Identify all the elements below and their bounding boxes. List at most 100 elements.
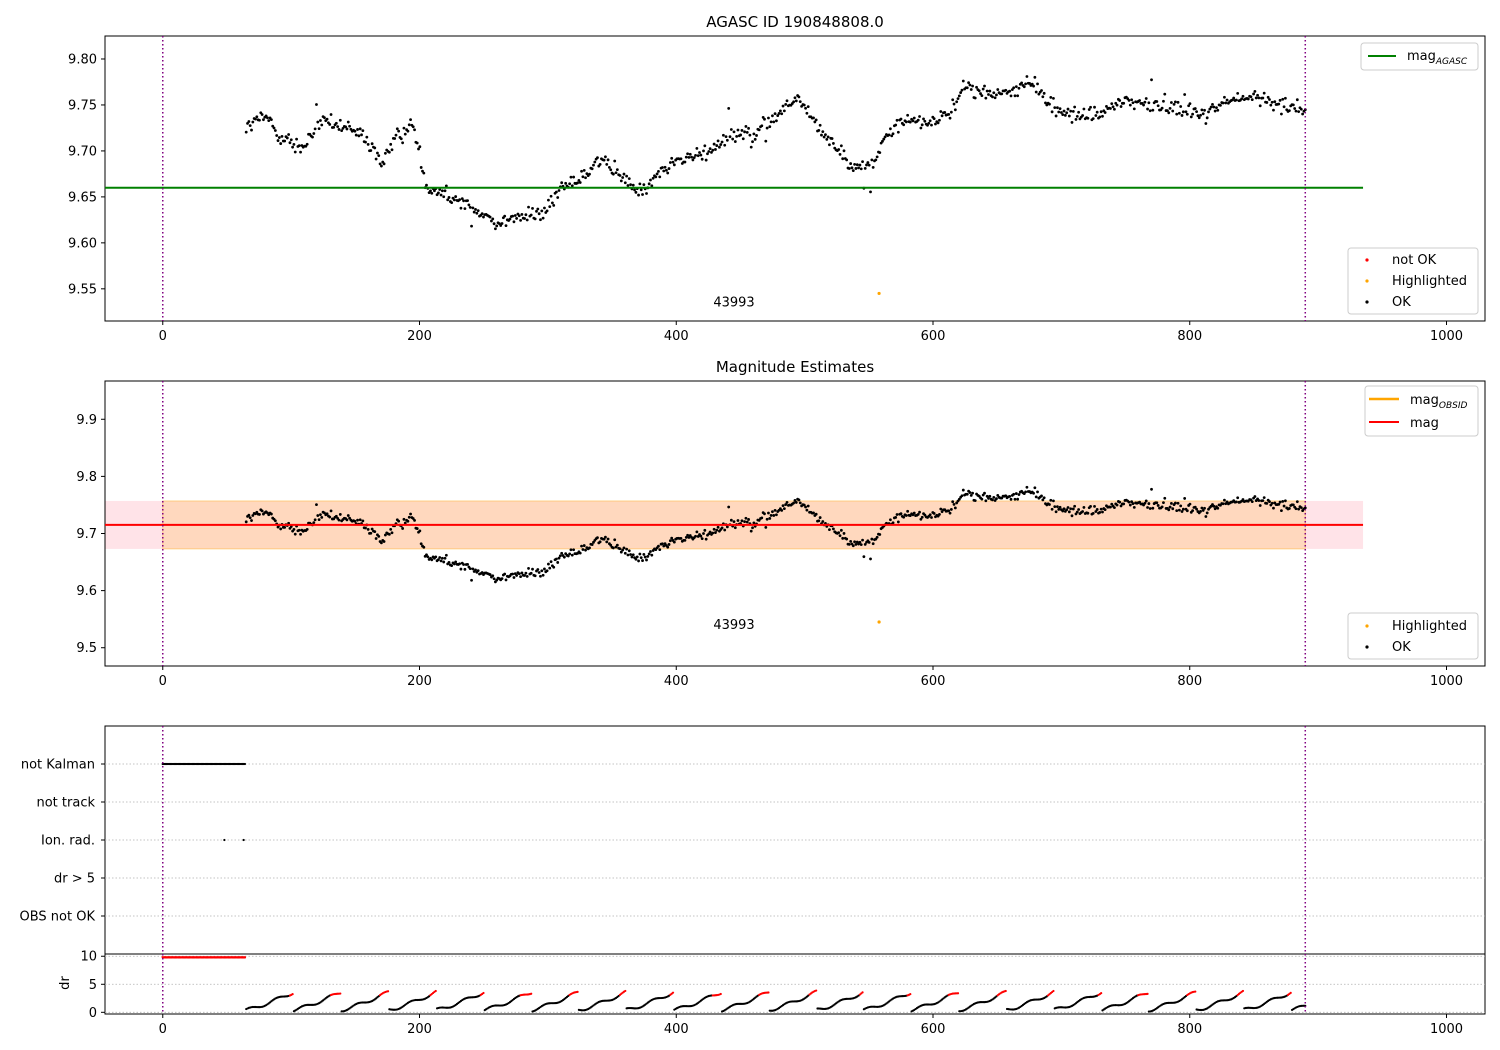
data-point-ok bbox=[474, 568, 477, 572]
data-point-ok bbox=[686, 152, 689, 156]
data-point-ok bbox=[699, 534, 703, 538]
data-point-ok bbox=[1077, 508, 1081, 511]
data-point-ok bbox=[940, 114, 944, 118]
data-point-ok bbox=[714, 148, 717, 151]
data-point-ok bbox=[317, 127, 321, 131]
data-point-ok bbox=[361, 129, 365, 133]
data-point-ok bbox=[1266, 95, 1270, 99]
data-point-ok bbox=[1033, 75, 1037, 79]
data-point-ok bbox=[828, 143, 831, 147]
data-point-ok bbox=[855, 540, 859, 544]
data-point-ok bbox=[887, 133, 891, 137]
data-point-ok bbox=[535, 209, 538, 213]
data-point-ok bbox=[1073, 105, 1077, 109]
data-point-ok bbox=[1113, 107, 1116, 111]
data-point-ok bbox=[409, 118, 412, 121]
data-point-ok bbox=[269, 512, 273, 516]
data-point-ok bbox=[916, 118, 920, 122]
data-point-ok bbox=[728, 135, 732, 139]
data-point-ok bbox=[1049, 498, 1053, 502]
data-point-ok bbox=[841, 536, 845, 540]
data-point-ok bbox=[919, 126, 923, 130]
panel-agasc-x-axis: 0 200 400 600 800 1000 bbox=[159, 321, 1463, 344]
data-point-ok bbox=[772, 514, 776, 517]
data-point-ok bbox=[874, 158, 878, 162]
data-point-ok bbox=[988, 494, 992, 498]
dr-point-not-ok bbox=[624, 989, 627, 993]
data-point-ok bbox=[830, 137, 834, 140]
data-point-ok bbox=[562, 555, 566, 559]
data-point-ok bbox=[527, 205, 530, 209]
data-point-ok bbox=[1094, 510, 1098, 513]
data-point-ok bbox=[1203, 108, 1206, 112]
data-point-ok bbox=[267, 119, 271, 123]
data-point-ok bbox=[965, 492, 969, 496]
data-point-ok bbox=[459, 206, 463, 210]
data-point-ok bbox=[1054, 114, 1058, 118]
flag-row-label: OBS not OK bbox=[20, 910, 96, 925]
data-point-ok bbox=[439, 193, 443, 197]
panel-agasc: AGASC ID 190848808.0 9.55 9.60 9.65 9.70 9.7… bbox=[68, 13, 1486, 344]
data-point-ok bbox=[794, 501, 798, 504]
data-point-ok bbox=[1032, 491, 1035, 495]
data-point-ok bbox=[1103, 508, 1107, 512]
data-point-ok bbox=[316, 120, 320, 124]
data-point-ok bbox=[1195, 110, 1198, 114]
data-point-ok bbox=[891, 132, 895, 136]
data-point-ok bbox=[968, 83, 972, 87]
data-point-ok bbox=[1040, 89, 1043, 92]
data-point-ok bbox=[387, 150, 391, 154]
data-point-ok bbox=[724, 135, 728, 139]
dr-point-not-ok bbox=[530, 992, 533, 995]
data-point-ok bbox=[895, 118, 899, 122]
data-point-ok bbox=[1216, 108, 1220, 112]
data-point-ok bbox=[1156, 104, 1160, 108]
data-point-ok bbox=[938, 118, 941, 122]
data-point-ok bbox=[686, 533, 689, 537]
data-point-ok bbox=[988, 89, 992, 93]
data-point-ok bbox=[338, 118, 342, 122]
data-point-ok bbox=[747, 518, 750, 521]
data-point-ok bbox=[494, 227, 497, 231]
data-point-ok bbox=[1197, 116, 1201, 120]
data-point-ok bbox=[254, 117, 257, 121]
data-point-ok bbox=[394, 133, 398, 137]
panel-dr-x-axis: 0 200 400 600 800 1000 bbox=[159, 1014, 1463, 1037]
data-point-ok bbox=[602, 537, 606, 541]
data-point-ok bbox=[1162, 99, 1165, 103]
data-point-ok bbox=[953, 108, 957, 112]
data-point-ok bbox=[440, 189, 444, 193]
panel-flags: not Kalman not track Ion. rad. dr > 5 OBS no… bbox=[20, 725, 1486, 955]
dr-points bbox=[161, 956, 1307, 1013]
data-point-ok bbox=[319, 119, 322, 122]
data-point-ok bbox=[1209, 105, 1213, 109]
data-point-ok bbox=[613, 538, 617, 542]
data-point-ok bbox=[785, 99, 789, 103]
panel-magnitude-y-axis: 9.5 9.6 9.7 9.8 9.9 bbox=[76, 413, 105, 656]
data-point-ok bbox=[751, 526, 754, 530]
data-point-ok bbox=[515, 574, 519, 577]
data-point-ok bbox=[1048, 503, 1051, 506]
data-point-ok bbox=[971, 491, 974, 495]
data-point-ok bbox=[382, 540, 386, 543]
data-point-ok bbox=[1273, 100, 1277, 104]
data-point-ok bbox=[854, 542, 858, 546]
data-point-ok bbox=[1095, 508, 1099, 511]
data-point-ok bbox=[476, 209, 480, 213]
data-point-ok bbox=[776, 114, 780, 117]
data-point-ok bbox=[961, 488, 965, 492]
data-point-ok bbox=[623, 551, 627, 555]
data-point-ok bbox=[969, 493, 973, 497]
data-point-ok bbox=[837, 148, 841, 151]
data-point-ok bbox=[393, 137, 397, 140]
data-point-ok bbox=[1067, 114, 1071, 118]
data-point-ok bbox=[317, 518, 321, 522]
data-point-ok bbox=[1061, 509, 1065, 513]
data-point-ok bbox=[700, 157, 704, 161]
data-point-ok bbox=[977, 89, 981, 93]
data-point-ok bbox=[768, 125, 772, 129]
data-point-ok bbox=[539, 218, 542, 222]
data-point-ok bbox=[1146, 107, 1149, 111]
data-point-ok bbox=[374, 537, 378, 540]
data-point-ok bbox=[523, 574, 526, 577]
